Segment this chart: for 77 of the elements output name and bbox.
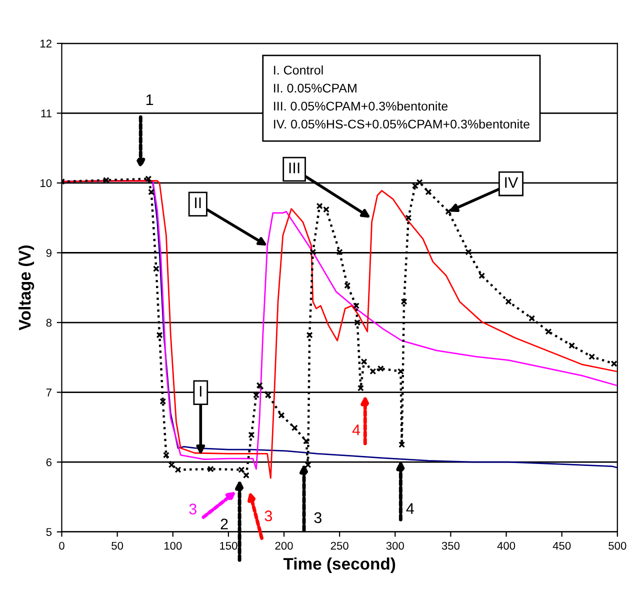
y-tick-label: 10 bbox=[40, 179, 52, 188]
point bbox=[207, 466, 214, 472]
annotation: IV bbox=[505, 177, 518, 188]
y-axis-title: Voltage (V) bbox=[18, 246, 34, 330]
point bbox=[545, 328, 552, 335]
point bbox=[160, 398, 166, 405]
x-tick-label: 150 bbox=[220, 542, 238, 550]
point bbox=[344, 282, 351, 289]
annotation: I bbox=[200, 386, 202, 397]
point bbox=[610, 360, 618, 367]
annotation: 4 bbox=[352, 424, 360, 436]
y-tick-label: 6 bbox=[46, 458, 52, 466]
x-axis-title: Time (second) bbox=[283, 557, 396, 574]
point bbox=[370, 368, 376, 375]
point bbox=[238, 466, 245, 474]
point bbox=[291, 424, 298, 432]
point bbox=[148, 188, 155, 196]
point bbox=[400, 298, 408, 305]
annotation: 3 bbox=[189, 504, 196, 514]
point bbox=[568, 342, 576, 349]
x-tick-label: 200 bbox=[275, 542, 293, 550]
x-tick-label: 250 bbox=[330, 542, 348, 550]
x-tick-label: 0 bbox=[59, 542, 64, 550]
point bbox=[102, 176, 110, 184]
point bbox=[405, 214, 412, 222]
x-tick-label: 50 bbox=[112, 542, 124, 550]
y-tick-label: 8 bbox=[46, 318, 52, 327]
y-tick-label: 9 bbox=[46, 249, 52, 257]
point bbox=[316, 202, 323, 210]
point bbox=[528, 315, 536, 322]
point bbox=[465, 248, 472, 256]
point bbox=[162, 452, 170, 458]
annotation: II bbox=[195, 198, 201, 208]
point bbox=[357, 384, 364, 392]
annotation: 4 bbox=[406, 503, 414, 514]
point bbox=[310, 248, 316, 256]
x-tick-label: 300 bbox=[386, 542, 404, 550]
annotation: III bbox=[289, 162, 300, 174]
x-tick-label: 350 bbox=[442, 542, 460, 550]
x-tick-label: 450 bbox=[552, 542, 571, 550]
y-tick-label: 5 bbox=[46, 528, 52, 536]
x-tick-label: 100 bbox=[164, 542, 182, 550]
point bbox=[354, 319, 361, 326]
point bbox=[336, 248, 343, 256]
point bbox=[398, 441, 406, 448]
annotation: I. Control II. 0.05%CPAM III. 0.05%CPAM+0.3%bentonite IV. 0.05%HS-CS+0.05%CPAM+0.3%bentonite bbox=[274, 65, 530, 129]
point bbox=[360, 358, 368, 365]
y-tick-label: 11 bbox=[41, 110, 52, 118]
y-tick-label: 12 bbox=[40, 40, 52, 48]
annotation: 3 bbox=[314, 512, 322, 524]
point bbox=[445, 208, 452, 215]
point bbox=[248, 432, 255, 438]
point bbox=[302, 438, 310, 444]
point bbox=[397, 368, 404, 375]
annotation: 3 bbox=[264, 510, 272, 522]
point bbox=[306, 332, 313, 338]
point bbox=[174, 466, 182, 474]
point bbox=[256, 382, 263, 389]
point bbox=[588, 353, 596, 360]
point bbox=[304, 462, 312, 468]
x-tick-label: 400 bbox=[497, 542, 516, 550]
annotation: 1 bbox=[146, 94, 154, 105]
point bbox=[156, 332, 163, 338]
annotation: 2 bbox=[220, 518, 228, 530]
point bbox=[168, 462, 175, 468]
point bbox=[505, 298, 512, 305]
point bbox=[425, 188, 432, 196]
point bbox=[322, 206, 330, 213]
point bbox=[278, 412, 285, 419]
point bbox=[478, 272, 486, 280]
point bbox=[145, 176, 152, 182]
y-tick-label: 7 bbox=[46, 388, 52, 396]
x-tick-label: 500 bbox=[608, 542, 626, 550]
point bbox=[352, 302, 360, 310]
point bbox=[377, 365, 384, 372]
point bbox=[242, 472, 250, 479]
point bbox=[152, 266, 160, 272]
